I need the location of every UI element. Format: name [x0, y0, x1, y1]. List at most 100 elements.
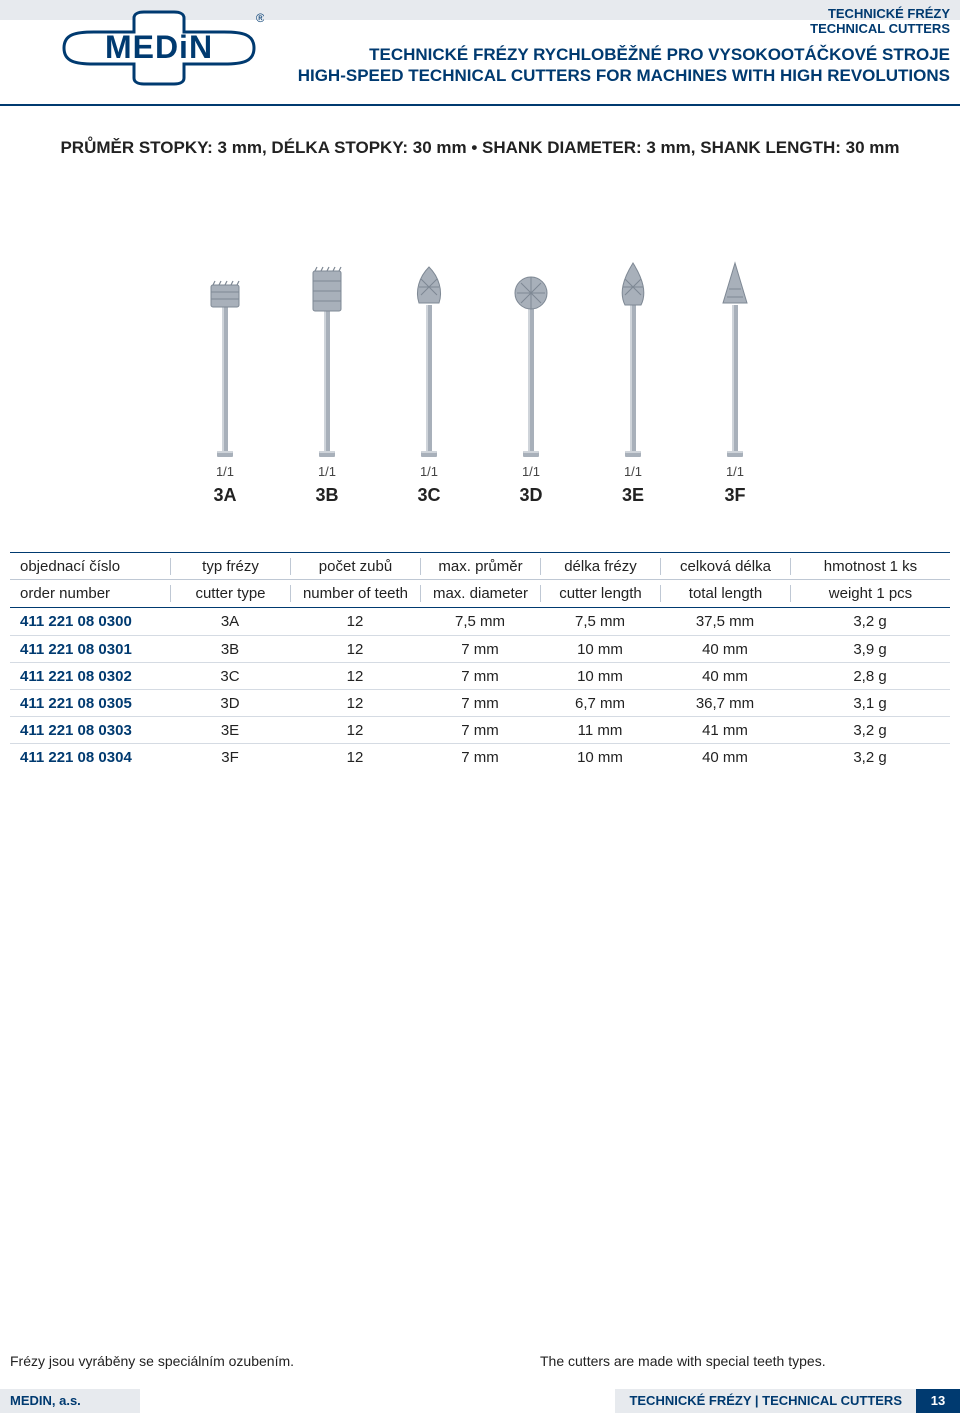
spec-table: objednací číslotyp frézypočet zubůmax. p…: [10, 552, 950, 770]
header-title-en: HIGH-SPEED TECHNICAL CUTTERS FOR MACHINE…: [298, 65, 950, 86]
table-cell: 3,1 g: [790, 695, 950, 712]
table-cell: 3,2 g: [790, 722, 950, 739]
table-cell: 12: [290, 641, 420, 658]
table-cell: 10 mm: [540, 668, 660, 685]
table-cell: 2,8 g: [790, 668, 950, 685]
page-footer: MEDIN, a.s. TECHNICKÉ FRÉZY | TECHNICAL …: [0, 1389, 960, 1413]
table-header-cell: number of teeth: [290, 585, 420, 602]
footer-category: TECHNICKÉ FRÉZY | TECHNICAL CUTTERS: [615, 1389, 916, 1413]
table-cell: 40 mm: [660, 749, 790, 766]
footer-company: MEDIN, a.s.: [0, 1389, 140, 1413]
table-row: 411 221 08 03023C127 mm10 mm40 mm2,8 g: [10, 662, 950, 689]
table-cell: 7 mm: [420, 695, 540, 712]
footer-right: TECHNICKÉ FRÉZY | TECHNICAL CUTTERS 13: [615, 1389, 960, 1413]
table-header-cell: počet zubů: [290, 558, 420, 575]
spec-line: PRŮMĚR STOPKY: 3 mm, DÉLKA STOPKY: 30 mm…: [0, 138, 960, 158]
order-number-cell: 411 221 08 0305: [10, 695, 170, 712]
table-header-cell: cutter type: [170, 585, 290, 602]
figure-3B: 1/1 3B: [297, 255, 357, 506]
table-cell: 6,7 mm: [540, 695, 660, 712]
header-category-en: TECHNICAL CUTTERS: [810, 21, 950, 36]
table-cell: 12: [290, 695, 420, 712]
table-header-cell: délka frézy: [540, 558, 660, 575]
table-cell: 12: [290, 722, 420, 739]
order-number-cell: 411 221 08 0303: [10, 722, 170, 739]
order-number-cell: 411 221 08 0304: [10, 749, 170, 766]
table-cell: 3,9 g: [790, 641, 950, 658]
table-cell: 11 mm: [540, 722, 660, 739]
table-cell: 7,5 mm: [540, 613, 660, 630]
figure-label: 3D: [501, 485, 561, 506]
table-header-cell: max. diameter: [420, 585, 540, 602]
figure-scale: 1/1: [399, 464, 459, 479]
table-cell: 3E: [170, 722, 290, 739]
table-cell: 12: [290, 749, 420, 766]
table-cell: 7 mm: [420, 668, 540, 685]
table-header: objednací číslotyp frézypočet zubůmax. p…: [10, 553, 950, 608]
table-cell: 12: [290, 613, 420, 630]
table-header-cell: weight 1 pcs: [790, 585, 950, 602]
medin-logo: MEDiN ®: [54, 8, 264, 88]
table-cell: 37,5 mm: [660, 613, 790, 630]
table-cell: 12: [290, 668, 420, 685]
table-row: 411 221 08 03053D127 mm6,7 mm36,7 mm3,1 …: [10, 689, 950, 716]
figure-label: 3A: [195, 485, 255, 506]
footer-spacer: [140, 1389, 615, 1413]
figure-3F: 1/1 3F: [705, 255, 765, 506]
footnote-en: The cutters are made with special teeth …: [480, 1353, 950, 1369]
logo-text: MEDiN: [105, 29, 213, 65]
table-header-cell: typ frézy: [170, 558, 290, 575]
table-header-cell: celková délka: [660, 558, 790, 575]
order-number-cell: 411 221 08 0302: [10, 668, 170, 685]
footnotes: Frézy jsou vyráběny se speciálním ozuben…: [10, 1353, 950, 1369]
table-header-cell: objednací číslo: [10, 558, 170, 575]
header-category-cs: TECHNICKÉ FRÉZY: [810, 6, 950, 21]
table-cell: 7 mm: [420, 749, 540, 766]
table-cell: 3,2 g: [790, 749, 950, 766]
product-figures: 1/1 3A 1/1 3B 1/1 3C: [195, 255, 765, 506]
table-cell: 3C: [170, 668, 290, 685]
table-row: 411 221 08 03033E127 mm11 mm41 mm3,2 g: [10, 716, 950, 743]
figure-3A: 1/1 3A: [195, 255, 255, 506]
table-row: 411 221 08 03043F127 mm10 mm40 mm3,2 g: [10, 743, 950, 770]
table-cell: 7,5 mm: [420, 613, 540, 630]
header-category: TECHNICKÉ FRÉZY TECHNICAL CUTTERS: [810, 6, 950, 36]
table-header-cell: cutter length: [540, 585, 660, 602]
order-number-cell: 411 221 08 0301: [10, 641, 170, 658]
figure-3C: 1/1 3C: [399, 255, 459, 506]
footer-page-number: 13: [916, 1389, 960, 1413]
registered-icon: ®: [256, 11, 264, 25]
table-row: 411 221 08 03003A127,5 mm7,5 mm37,5 mm3,…: [10, 608, 950, 635]
table-cell: 36,7 mm: [660, 695, 790, 712]
table-cell: 40 mm: [660, 668, 790, 685]
page-header: TECHNICKÉ FRÉZY TECHNICAL CUTTERS TECHNI…: [0, 0, 960, 110]
table-body: 411 221 08 03003A127,5 mm7,5 mm37,5 mm3,…: [10, 608, 950, 770]
table-cell: 10 mm: [540, 641, 660, 658]
table-header-row-en: order numbercutter typenumber of teethma…: [10, 580, 950, 607]
table-cell: 7 mm: [420, 722, 540, 739]
table-cell: 3F: [170, 749, 290, 766]
table-header-cell: order number: [10, 585, 170, 602]
figure-label: 3E: [603, 485, 663, 506]
figure-scale: 1/1: [195, 464, 255, 479]
header-title-cs: TECHNICKÉ FRÉZY RYCHLOBĚŽNÉ PRO VYSOKOOT…: [298, 44, 950, 65]
header-title: TECHNICKÉ FRÉZY RYCHLOBĚŽNÉ PRO VYSOKOOT…: [298, 44, 950, 86]
table-cell: 7 mm: [420, 641, 540, 658]
figure-scale: 1/1: [501, 464, 561, 479]
table-cell: 3A: [170, 613, 290, 630]
figure-label: 3F: [705, 485, 765, 506]
figure-scale: 1/1: [603, 464, 663, 479]
footnote-cs: Frézy jsou vyráběny se speciálním ozuben…: [10, 1353, 480, 1369]
table-cell: 3,2 g: [790, 613, 950, 630]
table-header-row-cs: objednací číslotyp frézypočet zubůmax. p…: [10, 553, 950, 580]
figure-label: 3B: [297, 485, 357, 506]
table-header-cell: max. průměr: [420, 558, 540, 575]
table-cell: 3B: [170, 641, 290, 658]
table-row: 411 221 08 03013B127 mm10 mm40 mm3,9 g: [10, 635, 950, 662]
order-number-cell: 411 221 08 0300: [10, 613, 170, 630]
table-cell: 3D: [170, 695, 290, 712]
table-header-cell: total length: [660, 585, 790, 602]
table-cell: 41 mm: [660, 722, 790, 739]
header-rule: [0, 104, 960, 106]
table-header-cell: hmotnost 1 ks: [790, 558, 950, 575]
